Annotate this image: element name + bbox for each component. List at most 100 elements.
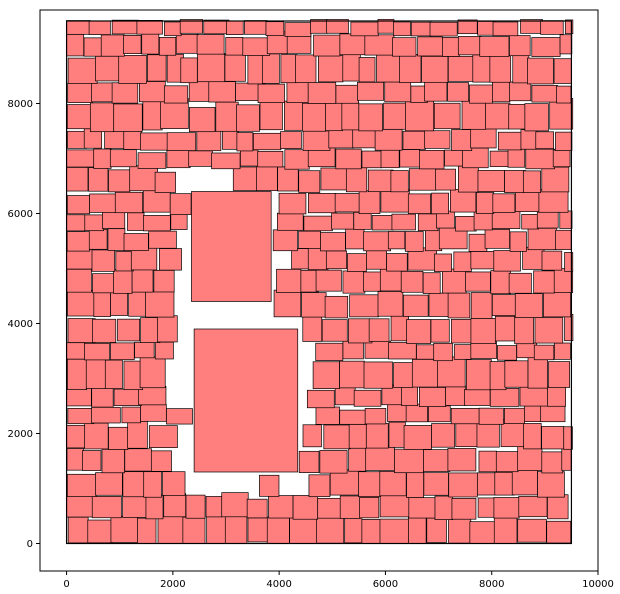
packed-rect: [402, 130, 426, 150]
packed-rect: [441, 268, 467, 294]
packed-rect: [225, 37, 244, 56]
packed-rect: [410, 21, 432, 37]
packed-rect: [406, 470, 424, 498]
packed-rect: [379, 494, 410, 518]
packed-rect: [477, 497, 497, 518]
packed-rect: [154, 341, 174, 360]
packed-rect: [393, 21, 411, 37]
packed-rect: [538, 189, 569, 213]
packed-rect: [124, 448, 152, 472]
packed-rect: [222, 128, 239, 150]
data-layer: [65, 19, 574, 545]
packed-rect: [143, 471, 162, 498]
packed-rect: [289, 516, 318, 544]
packed-rect: [339, 360, 365, 389]
packed-rect: [215, 101, 239, 132]
packed-rect: [524, 404, 544, 422]
packed-rect: [257, 150, 284, 168]
packed-rect: [556, 85, 572, 104]
packed-rect: [376, 52, 401, 83]
packed-rect: [424, 81, 448, 102]
packed-rect: [489, 150, 511, 168]
packed-rect: [66, 268, 92, 293]
packed-rect: [162, 471, 186, 496]
packed-rect: [447, 55, 474, 82]
packed-rect: [469, 521, 496, 544]
packed-rect: [66, 424, 87, 449]
packed-rect: [361, 150, 383, 169]
packed-rect: [546, 520, 572, 544]
packed-rect: [489, 387, 520, 407]
packed-rect: [276, 268, 302, 293]
packed-rect: [150, 450, 172, 472]
packed-rect: [547, 494, 569, 520]
packed-rect: [428, 405, 451, 423]
packed-rect: [457, 19, 478, 35]
packed-rect: [492, 21, 519, 37]
packed-rect: [552, 149, 571, 168]
x-tick-label: 8000: [479, 579, 504, 590]
packed-rect: [302, 424, 322, 448]
packed-rect: [221, 492, 249, 518]
packed-rect: [468, 233, 488, 252]
packed-rect: [553, 268, 574, 293]
packed-rect: [541, 166, 570, 193]
packed-rect: [426, 517, 447, 543]
packed-rect: [511, 469, 538, 496]
packed-rect: [88, 20, 111, 35]
packed-rect: [537, 471, 565, 498]
packed-rect: [391, 213, 416, 231]
packed-rect: [324, 295, 349, 319]
packed-rect: [89, 193, 117, 213]
x-tick-label: 0: [63, 579, 69, 590]
packed-rect: [67, 82, 93, 103]
packed-rect: [406, 319, 432, 344]
packed-rect: [342, 51, 361, 82]
packed-rect: [423, 472, 449, 496]
packed-rect: [315, 406, 340, 425]
packed-rect: [259, 474, 280, 497]
packed-rect: [472, 54, 492, 83]
packed-rect: [479, 36, 510, 57]
packed-rect: [400, 270, 424, 293]
packed-rect: [247, 517, 269, 543]
packed-rect: [139, 356, 166, 389]
packed-rect: [367, 169, 394, 193]
packed-rect: [470, 127, 497, 149]
packed-rect: [66, 494, 94, 518]
packed-rect: [244, 20, 268, 35]
packed-rect: [257, 83, 285, 103]
packed-rect: [232, 166, 258, 191]
packed-rect: [284, 100, 305, 131]
packed-rect: [140, 404, 167, 422]
packed-rect: [111, 19, 139, 35]
packed-rect: [114, 191, 143, 214]
packed-rect: [158, 37, 177, 56]
packed-rect: [491, 211, 521, 229]
packed-rect: [478, 407, 504, 425]
packed-rect: [387, 231, 406, 250]
packed-rect: [377, 291, 404, 317]
packed-rect: [563, 426, 573, 450]
packed-rect: [317, 497, 342, 519]
packed-rect: [185, 494, 206, 519]
packed-rect: [492, 193, 516, 213]
packed-rect: [469, 84, 493, 104]
packed-rect: [493, 250, 521, 272]
packed-rect: [350, 21, 379, 37]
packed-rect: [383, 102, 407, 130]
packed-rect: [276, 212, 304, 231]
packed-rect: [399, 53, 422, 83]
packed-rect: [335, 84, 359, 104]
packed-rect: [166, 150, 191, 169]
packed-rect: [430, 319, 450, 343]
packed-rect: [555, 131, 573, 151]
packed-rect: [308, 474, 331, 498]
large-packed-rect: [191, 191, 272, 302]
packed-rect: [417, 213, 439, 232]
packed-rect: [95, 472, 123, 496]
packed-rect: [145, 290, 175, 318]
packed-rect: [504, 170, 526, 194]
packed-rect: [514, 316, 535, 345]
packed-rect: [67, 516, 89, 544]
